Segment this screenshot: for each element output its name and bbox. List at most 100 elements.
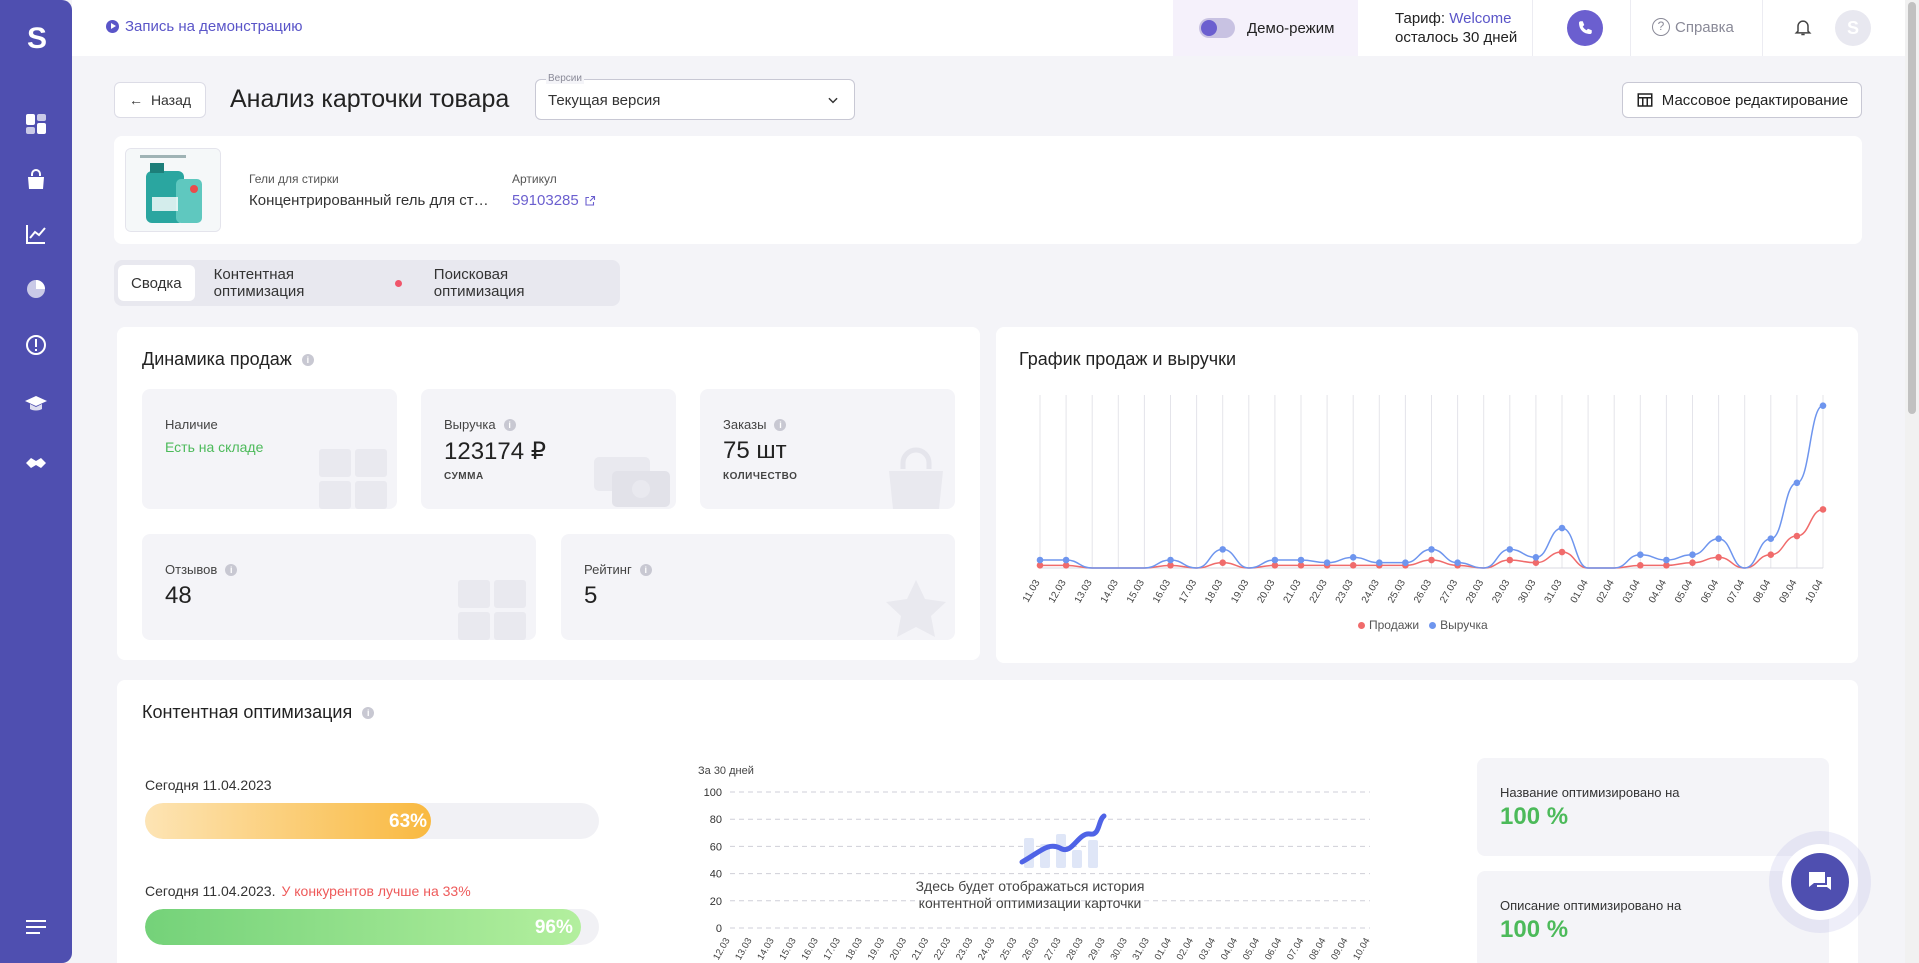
info-icon[interactable]: i [362,706,375,719]
avatar[interactable]: S [1835,10,1871,46]
rating-label: Рейтинг i [584,562,652,577]
tab-content-optimization[interactable]: Контентная оптимизация [201,265,415,301]
orders-sub: КОЛИЧЕСТВО [723,471,798,482]
help-label: Справка [1675,18,1734,36]
article-label: Артикул [512,172,557,186]
today-progress-value: 63% [389,811,428,832]
tab-bar: Сводка Контентная оптимизация Поисковая … [114,260,620,306]
demo-recording-link[interactable]: Запись на демонстрацию [106,18,303,35]
product-image[interactable] [125,148,221,232]
product-card: Гели для стирки Концентрированный гель д… [114,136,1862,244]
info-icon[interactable]: i [503,418,516,431]
divider [1630,0,1631,56]
help-link[interactable]: ? Справка [1652,18,1734,36]
reviews-card: Отзывов i 48 [142,534,536,640]
bag-icon[interactable] [22,165,50,193]
support-chat-button[interactable] [1769,831,1871,933]
chat-button-core [1791,853,1849,911]
version-select[interactable]: Версии Текущая версия [535,73,855,120]
alert-icon[interactable] [22,331,50,359]
sales-chart-panel: График продаж и выручки [996,327,1858,663]
scrollbar-thumb[interactable] [1908,2,1916,414]
content-opt-title: Контентная оптимизация i [142,702,375,723]
history-chart-caption: За 30 дней [698,765,754,777]
orders-value: 75 шт [723,437,787,464]
orders-label-text: Заказы [723,417,767,432]
tab-label: Сводка [131,274,182,292]
education-icon[interactable] [22,390,50,418]
description-optimization-card: Описание оптимизировано на 100 % [1477,871,1829,963]
tariff-name: Welcome [1449,10,1512,27]
tariff-prefix: Тариф: [1395,10,1450,27]
tab-summary[interactable]: Сводка [118,265,195,301]
phone-button[interactable] [1567,10,1603,46]
legend-dot [1358,621,1365,629]
sidebar: S [0,0,72,963]
dashboard-icon[interactable] [22,110,50,138]
name-opt-label: Название оптимизировано на [1500,785,1680,800]
competitor-progress-fill [145,909,581,945]
notification-dot [394,279,402,287]
menu-icon[interactable] [22,913,50,941]
grid-decor-icon [458,580,526,640]
revenue-value: 123174 ₽ [444,438,547,465]
demo-link-label: Запись на демонстрацию [125,18,303,35]
chat-icon [1809,872,1831,890]
today-date-label: Сегодня 11.04.2023 [145,777,272,793]
legend-item-sales[interactable]: Продажи [1358,618,1419,632]
desc-opt-value: 100 % [1500,916,1569,943]
tab-search-optimization[interactable]: Поисковая оптимизация [421,265,616,301]
chat-button-ring [1782,844,1858,920]
play-icon [106,20,119,33]
phone-icon [1579,21,1592,34]
legend-item-revenue[interactable]: Выручка [1429,618,1488,632]
stock-card: Наличие Есть на складе [142,389,397,509]
sales-dynamics-panel: Динамика продаж i Наличие Есть на складе… [117,327,980,660]
bag-decor-icon [889,447,943,509]
competitor-date-label: Сегодня 11.04.2023. У конкурентов лучше н… [145,883,471,899]
revenue-label-text: Выручка [444,417,496,432]
legend-dot [1429,621,1437,629]
article-value: 59103285 [512,192,579,209]
money-decor-icon [594,457,670,507]
demo-mode-label: Демо-режим [1247,19,1335,37]
logo[interactable]: S [26,22,47,55]
demo-mode-toggle[interactable]: Демо-режим [1173,0,1358,56]
chart-legend: Продажи Выручка [1358,618,1488,632]
today-progress-bar: 63% [145,803,599,839]
today-progress-fill [145,803,432,839]
top-header: Запись на демонстрацию Демо-режим Тариф:… [72,0,1919,56]
pie-chart-icon[interactable] [22,275,50,303]
handshake-icon[interactable] [22,449,50,477]
info-icon[interactable]: i [225,563,238,576]
article-link[interactable]: 59103285 [512,192,596,209]
orders-label: Заказы i [723,417,787,432]
rating-value: 5 [584,582,598,609]
back-button[interactable]: ← Назад [114,82,206,118]
panel-title-text: Динамика продаж [142,349,292,369]
analytics-icon[interactable] [22,220,50,248]
competitor-progress-bar: 96% [145,909,599,945]
sales-chart-title: График продаж и выручки [1019,349,1236,370]
bell-icon[interactable] [1793,16,1813,43]
info-icon[interactable]: i [774,418,787,431]
toggle-switch[interactable] [1199,18,1235,38]
question-icon: ? [1652,18,1670,36]
product-name: Концентрированный гель для стирки [249,192,489,209]
stock-label-text: Наличие [165,417,218,432]
mass-edit-button[interactable]: Массовое редактирование [1622,82,1862,118]
revenue-card: Выручка i 123174 ₽ СУММА [421,389,676,509]
info-icon[interactable]: i [301,353,314,366]
revenue-sub: СУММА [444,471,484,482]
divider [1532,0,1533,56]
legend-label: Продажи [1369,618,1420,632]
stock-label: Наличие [165,417,218,432]
tab-label: Контентная оптимизация [213,266,305,300]
version-select-value: Текущая версия [548,92,661,109]
legend-label: Выручка [1440,618,1488,632]
tariff-info[interactable]: Тариф: Welcome осталось 30 дней [1395,9,1517,47]
info-icon[interactable]: i [639,563,652,576]
name-optimization-card: Название оптимизировано на 100 % [1477,758,1829,856]
name-opt-value: 100 % [1500,803,1569,830]
mass-edit-label: Массовое редактирование [1661,91,1849,109]
